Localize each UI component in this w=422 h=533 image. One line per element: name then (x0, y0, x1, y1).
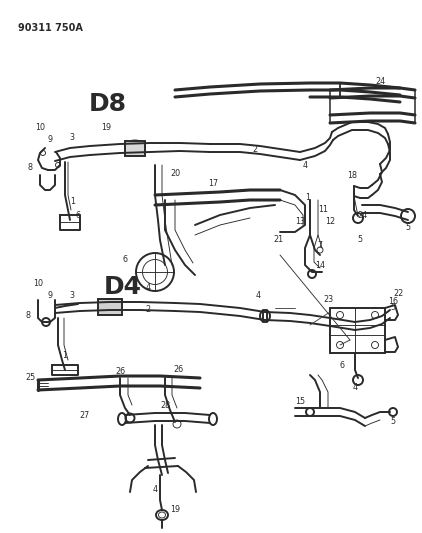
Text: 1: 1 (306, 193, 311, 203)
Text: 2: 2 (146, 305, 151, 314)
Text: 6: 6 (340, 360, 344, 369)
Text: 13: 13 (295, 217, 305, 227)
Text: 9: 9 (47, 292, 53, 301)
Text: 90311 750A: 90311 750A (18, 23, 83, 33)
Text: 4: 4 (146, 284, 151, 293)
Text: 12: 12 (325, 217, 335, 227)
Text: 11: 11 (318, 206, 328, 214)
Text: 1: 1 (70, 198, 76, 206)
Text: D8: D8 (89, 92, 127, 116)
Text: 8: 8 (25, 311, 30, 319)
Text: 5: 5 (406, 223, 411, 232)
Text: 15: 15 (295, 398, 305, 407)
Text: 25: 25 (25, 374, 35, 383)
Text: 8: 8 (27, 164, 32, 173)
Text: 10: 10 (35, 124, 45, 133)
Text: 4: 4 (352, 384, 357, 392)
Text: 5: 5 (390, 303, 395, 312)
Text: 22: 22 (393, 288, 403, 297)
Text: 26: 26 (173, 366, 183, 375)
Text: 21: 21 (273, 236, 283, 245)
Text: 23: 23 (323, 295, 333, 304)
Text: 5: 5 (390, 417, 395, 426)
Text: 24: 24 (375, 77, 385, 86)
Text: 1: 1 (62, 351, 68, 359)
Text: 14: 14 (315, 261, 325, 270)
Text: 28: 28 (160, 400, 170, 409)
Text: 5: 5 (357, 236, 362, 245)
Text: 2: 2 (252, 146, 257, 155)
Text: 26: 26 (115, 367, 125, 376)
Text: 27: 27 (80, 410, 90, 419)
Text: 9: 9 (47, 135, 53, 144)
Ellipse shape (125, 141, 145, 156)
Text: 3: 3 (70, 133, 75, 142)
Text: 24: 24 (357, 211, 367, 220)
Text: 19: 19 (101, 124, 111, 133)
Bar (330, 308, 385, 353)
Text: 4: 4 (303, 160, 308, 169)
Bar (98, 299, 122, 315)
Bar (125, 141, 145, 156)
Text: 6: 6 (122, 255, 127, 264)
Text: 20: 20 (170, 168, 180, 177)
Text: 4: 4 (152, 486, 157, 495)
Text: 4: 4 (255, 290, 260, 300)
Ellipse shape (99, 299, 121, 315)
Text: 7: 7 (317, 240, 322, 249)
Text: D4: D4 (104, 275, 142, 299)
Text: 3: 3 (70, 292, 75, 301)
Text: 19: 19 (170, 505, 180, 514)
Text: 18: 18 (347, 171, 357, 180)
Text: 10: 10 (33, 279, 43, 288)
Text: 17: 17 (208, 179, 218, 188)
Text: 6: 6 (76, 211, 81, 220)
Text: 16: 16 (388, 297, 398, 306)
